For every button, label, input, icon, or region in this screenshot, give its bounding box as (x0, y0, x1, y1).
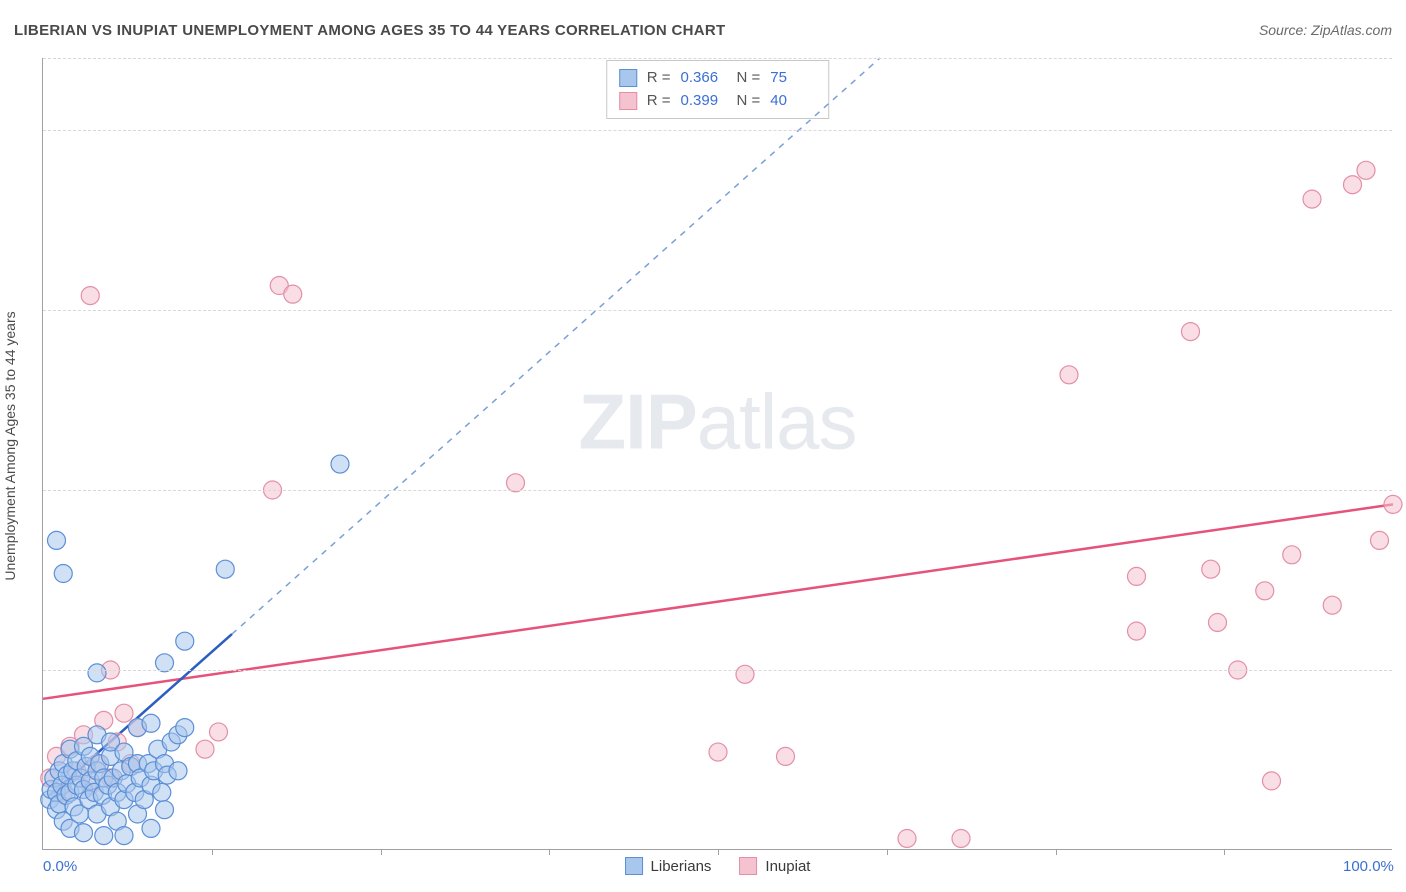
data-point (176, 719, 194, 737)
data-point (115, 827, 133, 845)
data-point (196, 740, 214, 758)
trend-line-ext (232, 58, 880, 634)
data-point (216, 560, 234, 578)
legend-swatch-inupiat (739, 857, 757, 875)
data-point (1060, 366, 1078, 384)
data-point (210, 723, 228, 741)
data-point (156, 801, 174, 819)
data-point (736, 665, 754, 683)
data-point (1371, 531, 1389, 549)
data-point (153, 783, 171, 801)
data-point (1256, 582, 1274, 600)
plot-area: ZIPatlas R = 0.366 N = 75 R = 0.399 N = … (42, 58, 1392, 850)
x-tick (1224, 849, 1225, 855)
x-tick (381, 849, 382, 855)
chart-title: LIBERIAN VS INUPIAT UNEMPLOYMENT AMONG A… (14, 22, 725, 39)
source-label: Source: ZipAtlas.com (1259, 22, 1392, 38)
data-point (1202, 560, 1220, 578)
gridline-h (43, 130, 1392, 131)
x-tick (1056, 849, 1057, 855)
data-point (1209, 613, 1227, 631)
gridline-h (43, 310, 1392, 311)
data-point (81, 287, 99, 305)
data-point (88, 664, 106, 682)
legend-label-1: Inupiat (765, 858, 810, 875)
chart-container: LIBERIAN VS INUPIAT UNEMPLOYMENT AMONG A… (0, 0, 1406, 892)
x-tick (718, 849, 719, 855)
gridline-h (43, 490, 1392, 491)
legend-item-liberians: Liberians (625, 857, 712, 875)
data-point (95, 827, 113, 845)
data-point (169, 762, 187, 780)
data-point (1263, 772, 1281, 790)
data-point (115, 704, 133, 722)
y-axis-label: Unemployment Among Ages 35 to 44 years (2, 311, 18, 580)
legend-label-0: Liberians (651, 858, 712, 875)
data-point (1128, 567, 1146, 585)
x-tick-label: 100.0% (1343, 858, 1394, 875)
data-point (1182, 323, 1200, 341)
plot-svg (43, 58, 1392, 849)
bottom-legend: Liberians Inupiat (625, 857, 811, 875)
data-point (142, 819, 160, 837)
data-point (176, 632, 194, 650)
data-point (1303, 190, 1321, 208)
data-point (331, 455, 349, 473)
data-point (1323, 596, 1341, 614)
x-tick (212, 849, 213, 855)
data-point (1128, 622, 1146, 640)
gridline-h (43, 58, 1392, 59)
data-point (777, 747, 795, 765)
legend-swatch-liberians (625, 857, 643, 875)
data-point (709, 743, 727, 761)
gridline-h (43, 670, 1392, 671)
x-tick-label: 0.0% (43, 858, 77, 875)
data-point (48, 531, 66, 549)
x-tick (549, 849, 550, 855)
data-point (54, 565, 72, 583)
data-point (898, 829, 916, 847)
data-point (1344, 176, 1362, 194)
data-point (142, 714, 160, 732)
data-point (1283, 546, 1301, 564)
x-tick (887, 849, 888, 855)
data-point (1384, 495, 1402, 513)
legend-item-inupiat: Inupiat (739, 857, 810, 875)
data-point (1357, 161, 1375, 179)
data-point (75, 824, 93, 842)
data-point (284, 285, 302, 303)
data-point (952, 829, 970, 847)
